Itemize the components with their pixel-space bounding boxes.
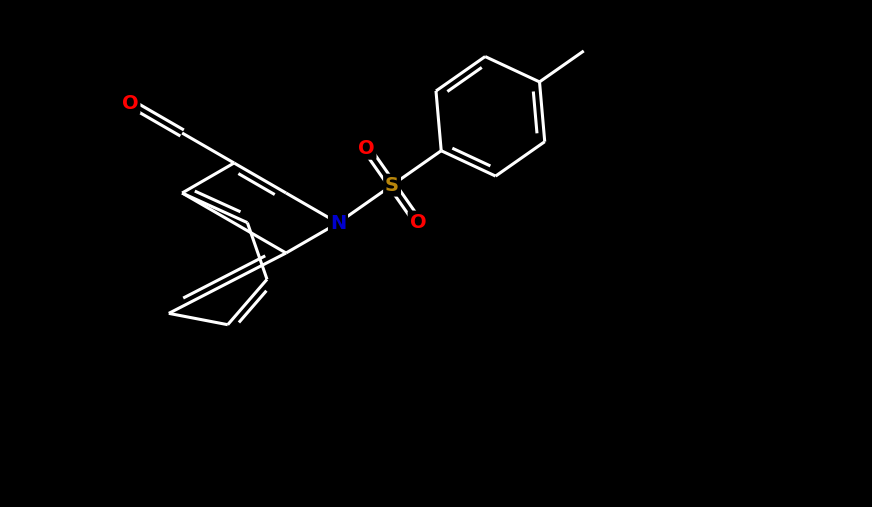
Text: N: N <box>330 213 346 233</box>
Text: O: O <box>358 139 375 158</box>
Text: O: O <box>122 93 139 113</box>
Text: O: O <box>410 212 426 232</box>
Text: S: S <box>385 175 399 195</box>
